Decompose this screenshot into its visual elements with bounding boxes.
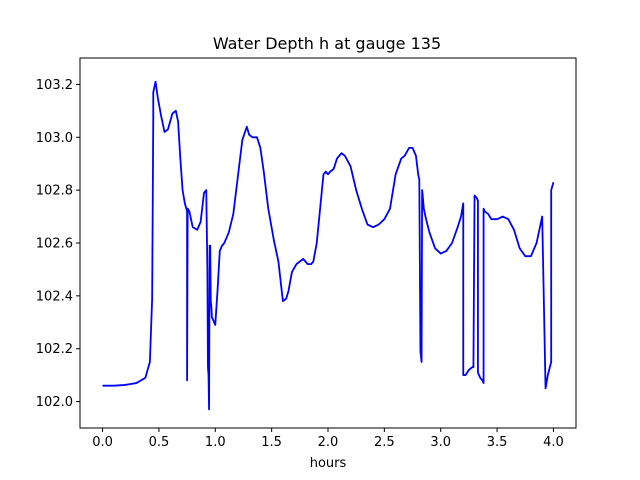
x-tick-label: 0.5 (149, 435, 170, 450)
x-tick-label: 1.5 (261, 435, 282, 450)
x-axis: 0.0 0.5 1.0 1.5 2.0 2.5 3.0 3.5 4.0 (92, 428, 564, 450)
y-tick-label: 102.0 (36, 395, 73, 410)
x-tick-label: 3.5 (487, 435, 508, 450)
x-tick-label: 1.0 (205, 435, 226, 450)
y-axis: 102.0 102.2 102.4 102.6 102.8 103.0 103.2 (36, 78, 80, 410)
x-axis-label: hours (310, 456, 347, 471)
y-tick-label: 103.2 (36, 78, 73, 93)
x-tick-label: 3.0 (430, 435, 451, 450)
y-tick-label: 102.8 (36, 184, 73, 199)
series-line (102, 80, 555, 411)
y-tick-label: 102.6 (36, 237, 73, 252)
chart-title: Water Depth h at gauge 135 (213, 34, 441, 53)
y-tick-label: 103.0 (36, 131, 73, 146)
x-tick-label: 0.0 (92, 435, 113, 450)
y-tick-label: 102.2 (36, 342, 73, 357)
y-tick-label: 102.4 (36, 289, 73, 304)
x-tick-label: 4.0 (543, 435, 564, 450)
x-tick-label: 2.0 (318, 435, 339, 450)
x-tick-label: 2.5 (374, 435, 395, 450)
plot-frame (79, 57, 577, 429)
